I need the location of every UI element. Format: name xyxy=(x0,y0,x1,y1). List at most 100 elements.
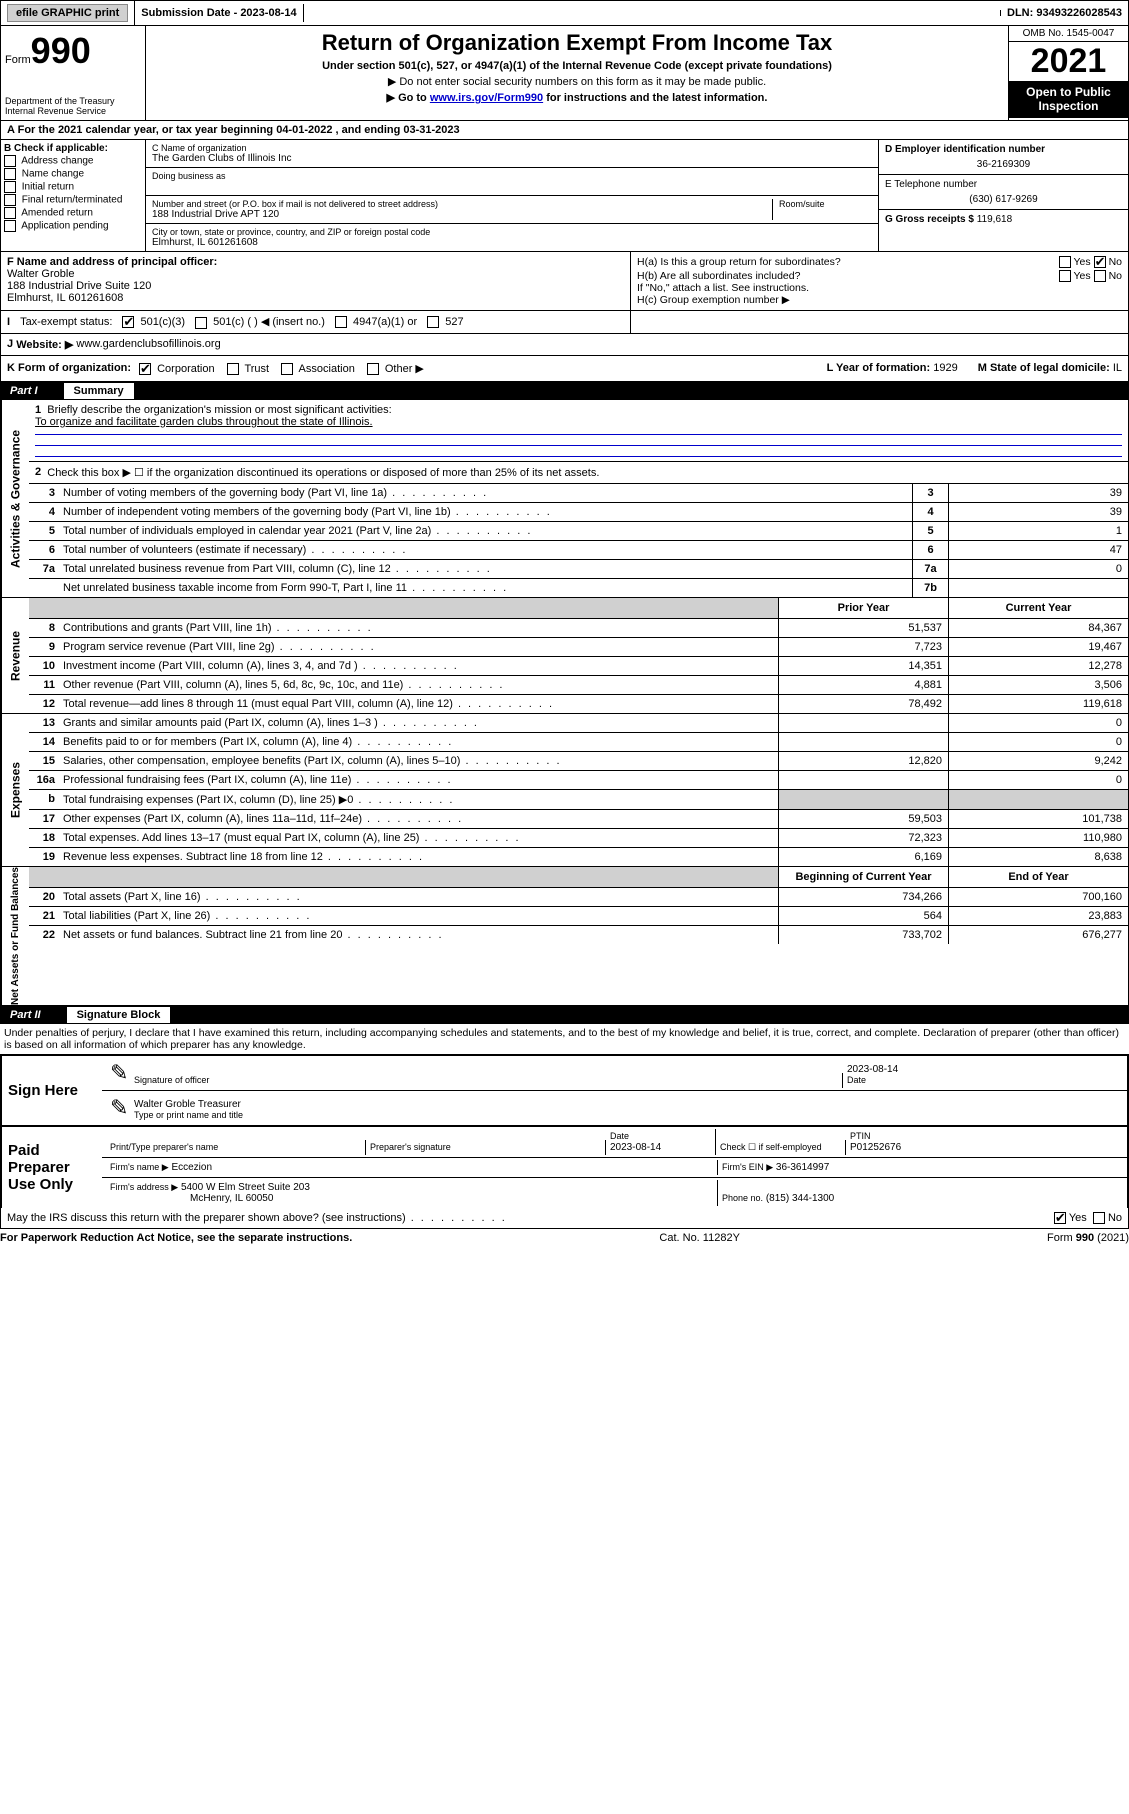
perjury-statement: Under penalties of perjury, I declare th… xyxy=(0,1024,1129,1054)
officer-addr2: Elmhurst, IL 601261608 xyxy=(7,292,624,304)
balance-header-row: Beginning of Current Year End of Year xyxy=(29,867,1128,888)
org-form-row: K Form of organization: Corporation Trus… xyxy=(0,356,1129,382)
netassets-vlabel: Net Assets or Fund Balances xyxy=(1,867,29,1005)
box-b-option[interactable]: Application pending xyxy=(4,220,142,232)
h-note: If "No," attach a list. See instructions… xyxy=(637,282,1122,294)
summary-line: 12Total revenue—add lines 8 through 11 (… xyxy=(29,695,1128,713)
501c-checkbox[interactable] xyxy=(195,317,207,329)
box-b-option[interactable]: Amended return xyxy=(4,207,142,219)
summary-line: 20Total assets (Part X, line 16)734,2667… xyxy=(29,888,1128,907)
summary-line: bTotal fundraising expenses (Part IX, co… xyxy=(29,790,1128,810)
summary-line: 21Total liabilities (Part X, line 26)564… xyxy=(29,907,1128,926)
state-domicile: IL xyxy=(1113,362,1122,374)
summary-line: 11Other revenue (Part VIII, column (A), … xyxy=(29,676,1128,695)
city-label: City or town, state or province, country… xyxy=(152,227,872,237)
form-subtitle: Under section 501(c), 527, or 4947(a)(1)… xyxy=(150,60,1004,72)
expenses-vlabel: Expenses xyxy=(1,714,29,866)
current-year-header: Current Year xyxy=(948,598,1128,618)
discuss-yes[interactable] xyxy=(1054,1212,1066,1224)
entity-block: B Check if applicable: Address change Na… xyxy=(0,140,1129,252)
room-label: Room/suite xyxy=(779,199,872,209)
h-b-yes[interactable] xyxy=(1059,270,1071,282)
pen-icon: ✎ xyxy=(106,1058,130,1088)
note-goto: ▶ Go to www.irs.gov/Form990 for instruct… xyxy=(150,91,1004,104)
sign-here-block: Sign Here ✎ Signature of officer 2023-08… xyxy=(0,1054,1129,1125)
cat-no: Cat. No. 11282Y xyxy=(659,1232,740,1244)
irs-link[interactable]: www.irs.gov/Form990 xyxy=(430,92,543,104)
submission-date: Submission Date - 2023-08-14 xyxy=(135,4,303,22)
tax-year: 2021 xyxy=(1009,42,1128,81)
org-name-label: C Name of organization xyxy=(152,143,872,153)
org-form-option[interactable]: Other ▶ xyxy=(367,363,424,375)
open-inspection: Open to Public Inspection xyxy=(1009,81,1128,118)
box-b-option[interactable]: Address change xyxy=(4,155,142,167)
governance-vlabel: Activities & Governance xyxy=(1,400,29,597)
website-url[interactable]: www.gardenclubsofillinois.org xyxy=(76,338,220,351)
revenue-vlabel: Revenue xyxy=(1,598,29,713)
box-b-title: B Check if applicable: xyxy=(4,143,142,154)
form-number: 990 xyxy=(31,30,91,71)
netassets-section: Net Assets or Fund Balances Beginning of… xyxy=(0,867,1129,1006)
gross-receipts-value: 119,618 xyxy=(977,214,1012,225)
summary-line: 7aTotal unrelated business revenue from … xyxy=(29,560,1128,579)
note-ssn: ▶ Do not enter social security numbers o… xyxy=(150,75,1004,88)
form-version: Form 990 (2021) xyxy=(1047,1232,1129,1244)
firm-name: Eccezion xyxy=(171,1162,212,1173)
officer-name: Walter Groble xyxy=(7,268,624,280)
4947-checkbox[interactable] xyxy=(335,316,347,328)
h-b-no[interactable] xyxy=(1094,270,1106,282)
officer-label: F Name and address of principal officer: xyxy=(7,256,624,268)
omb-number: OMB No. 1545-0047 xyxy=(1009,26,1128,42)
h-b-label: H(b) Are all subordinates included? xyxy=(637,270,800,282)
year-header-row: Prior Year Current Year xyxy=(29,598,1128,619)
h-a-yes[interactable] xyxy=(1059,256,1071,268)
city-state-zip: Elmhurst, IL 601261608 xyxy=(152,237,872,248)
summary-line: 13Grants and similar amounts paid (Part … xyxy=(29,714,1128,733)
part2-header: Part II Signature Block xyxy=(0,1006,1129,1024)
summary-line: 10Investment income (Part VIII, column (… xyxy=(29,657,1128,676)
begin-year-header: Beginning of Current Year xyxy=(778,867,948,887)
summary-line: 15Salaries, other compensation, employee… xyxy=(29,752,1128,771)
firm-phone: (815) 344-1300 xyxy=(766,1193,834,1204)
line2-desc: Check this box ▶ ☐ if the organization d… xyxy=(47,466,599,479)
501c3-checkbox[interactable] xyxy=(122,316,134,328)
sig-officer-label: Signature of officer xyxy=(134,1075,209,1085)
tax-exempt-row: I Tax-exempt status: 501(c)(3) 501(c) ( … xyxy=(0,311,1129,333)
phone-value: (630) 617-9269 xyxy=(885,194,1122,205)
sign-here-label: Sign Here xyxy=(2,1056,102,1125)
summary-line: Net unrelated business taxable income fr… xyxy=(29,579,1128,597)
dln: DLN: 93493226028543 xyxy=(1001,4,1128,22)
ein-label: D Employer identification number xyxy=(885,144,1122,155)
part1-header: Part I Summary xyxy=(0,382,1129,400)
end-year-header: End of Year xyxy=(948,867,1128,887)
pra-notice: For Paperwork Reduction Act Notice, see … xyxy=(0,1232,352,1244)
officer-printed-name: Walter Groble Treasurer xyxy=(134,1099,1119,1110)
mission-text: To organize and facilitate garden clubs … xyxy=(35,416,1122,428)
efile-print-button[interactable]: efile GRAPHIC print xyxy=(7,4,128,22)
org-name: The Garden Clubs of Illinois Inc xyxy=(152,153,872,164)
box-b-option[interactable]: Name change xyxy=(4,168,142,180)
form-title: Return of Organization Exempt From Incom… xyxy=(150,30,1004,56)
dept-irs: Internal Revenue Service xyxy=(5,106,141,116)
org-form-option[interactable]: Association xyxy=(281,363,355,375)
prep-date: 2023-08-14 xyxy=(610,1142,661,1153)
officer-group-row: F Name and address of principal officer:… xyxy=(0,252,1129,311)
box-b-option[interactable]: Initial return xyxy=(4,181,142,193)
527-checkbox[interactable] xyxy=(427,316,439,328)
year-formation: 1929 xyxy=(933,362,957,374)
officer-addr1: 188 Industrial Drive Suite 120 xyxy=(7,280,624,292)
page-footer: For Paperwork Reduction Act Notice, see … xyxy=(0,1229,1129,1247)
h-a-no[interactable] xyxy=(1094,256,1106,268)
pen-icon: ✎ xyxy=(106,1093,130,1123)
summary-line: 18Total expenses. Add lines 13–17 (must … xyxy=(29,829,1128,848)
governance-section: Activities & Governance 1 Briefly descri… xyxy=(0,400,1129,598)
website-row: J Website: ▶ www.gardenclubsofillinois.o… xyxy=(0,334,1129,356)
phone-label: E Telephone number xyxy=(885,179,1122,190)
org-form-option[interactable]: Corporation xyxy=(139,363,215,375)
summary-line: 14Benefits paid to or for members (Part … xyxy=(29,733,1128,752)
discuss-no[interactable] xyxy=(1093,1212,1105,1224)
top-bar: efile GRAPHIC print Submission Date - 20… xyxy=(0,0,1129,26)
box-b-option[interactable]: Final return/terminated xyxy=(4,194,142,206)
org-form-option[interactable]: Trust xyxy=(227,363,270,375)
street-address: 188 Industrial Drive APT 120 xyxy=(152,209,772,220)
